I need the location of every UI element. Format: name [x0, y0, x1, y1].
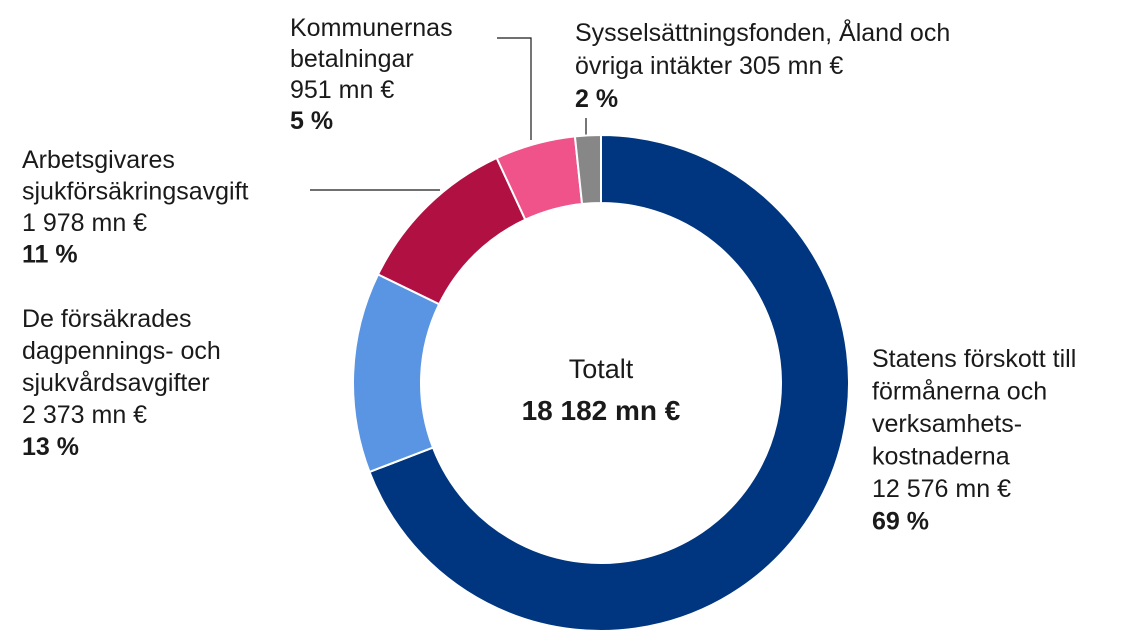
segment-label: De försäkrades dagpennings- och sjukvårdsa… [22, 305, 221, 461]
label-line: Sysselsättningsfonden, Åland och [575, 17, 950, 47]
donut-segment [573, 133, 602, 206]
donut-segment [368, 133, 851, 632]
label-line: Arbetsgivares [22, 146, 175, 174]
percent-label: 5 % [290, 107, 333, 135]
segment-label: Sysselsättningsfonden, Åland och övriga i… [575, 17, 950, 113]
segment-label: Arbetsgivares sjukförsäkringsavgift 1 978 … [22, 146, 249, 269]
percent-label: 2 % [575, 85, 618, 113]
amount-label: 12 576 mn € [872, 475, 1011, 503]
donut-segment [352, 273, 441, 474]
amount-label: 1 978 mn € [22, 209, 147, 237]
amount-label: 2 373 mn € [22, 401, 147, 429]
total-label: 18 182 mn € [522, 395, 681, 426]
amount-label: 305 mn € [739, 52, 843, 80]
label-line: sjukförsäkringsavgift [22, 178, 249, 206]
segment-label: Kommunernas betalningar 951 mn € 5 % [290, 14, 453, 135]
label-line: dagpennings- och [22, 337, 221, 365]
label-line: verksamhets- [872, 410, 1022, 438]
center-label: Totalt [569, 354, 634, 384]
leader-line [497, 37, 532, 140]
percent-label: 13 % [22, 433, 79, 461]
label-line: betalningar [290, 45, 414, 73]
label-line: sjukvårdsavgifter [22, 369, 210, 397]
donut-segment [376, 156, 527, 306]
label-line: Statens förskott till [872, 345, 1076, 373]
label-line: kostnaderna [872, 443, 1010, 471]
percent-label: 11 % [22, 241, 78, 269]
segment-label: Statens förskott till förmånerna och verks… [872, 345, 1076, 536]
label-line: Kommunernas [290, 14, 453, 42]
label-line: De försäkrades [22, 305, 192, 333]
amount-label: 951 mn € [290, 76, 394, 104]
label-line: förmånerna och [872, 378, 1047, 406]
percent-label: 69 % [872, 508, 929, 536]
label-line: övriga intäkter [575, 52, 732, 80]
